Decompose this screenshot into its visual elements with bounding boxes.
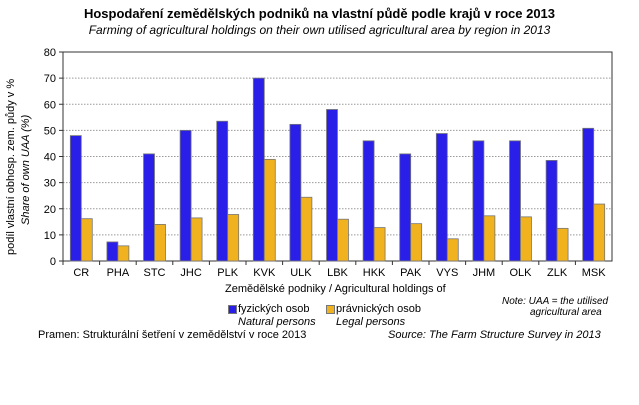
x-tick-label: PLK [217,267,238,279]
legend-label-natural: fyzických osob [238,303,310,315]
bar-MSK-natural [582,127,595,262]
legend-label-legal: právnických osob [336,303,421,315]
source-cz: Pramen: Strukturální šetření v zemědělst… [38,329,307,341]
bar-ZLK-natural [545,160,558,262]
bar-JHM-natural [472,140,485,262]
bar-LBK-legal [337,218,349,262]
chart-title: Hospodaření zemědělských podniků na vlas… [83,6,556,21]
bar-OLK-natural [509,140,521,262]
bar-ULK-natural [289,123,302,262]
bar-PLK-legal [227,214,240,262]
bar-PAK-legal [410,223,423,262]
source-en: Source: The Farm Structure Survey in 201… [388,329,601,341]
bar-PHA-natural [106,241,119,262]
bar-PHA-legal [117,245,130,262]
x-tick-label: STC [144,267,166,279]
bar-HKK-legal [373,227,386,262]
x-tick-label: PHA [107,267,130,279]
bar-KVK-legal [263,158,276,262]
x-axis-label: Zemědělské podniky / Agricultural holdin… [225,283,446,295]
note-2: agricultural area [530,307,602,318]
y-tick-label: 70 [44,73,56,85]
bar-VYS-legal [446,238,459,262]
x-tick-label: HKK [363,267,386,279]
x-tick-label: JHM [473,267,496,279]
y-tick-label: 10 [44,230,56,242]
bar-LBK-natural [326,109,338,262]
legend-swatch-natural [228,305,237,314]
y-tick-label: 30 [44,178,56,190]
x-tick-label: ZLK [547,267,568,279]
y-tick-label: 60 [44,99,56,111]
legend-swatch-legal [326,305,335,314]
bar-CR-legal [80,218,93,262]
bar-JHM-legal [483,215,496,262]
x-tick-label: MSK [582,267,607,279]
y-tick-label: 50 [44,125,56,137]
bar-STC-legal [154,224,166,262]
y-tick-label: 40 [44,152,56,164]
y-axis-label-en: Share of own UAA (%) [20,114,32,225]
bar-ULK-legal [300,196,313,262]
bar-KVK-natural [252,77,265,262]
bar-MSK-legal [593,203,606,262]
bar-CR-natural [69,135,82,262]
bar-STC-natural [143,153,155,262]
y-tick-label: 0 [50,256,56,268]
y-tick-label: 20 [44,204,56,216]
x-tick-label: PAK [400,267,422,279]
x-tick-label: KVK [253,267,276,279]
note: Note: UAA = the utilised [502,296,609,307]
bar-HKK-natural [362,140,375,262]
y-tick-label: 80 [44,47,56,59]
x-tick-label: ULK [290,267,312,279]
x-tick-label: LBK [327,267,348,279]
legend-label-legal-en: Legal persons [336,316,406,328]
bar-PLK-natural [216,120,229,262]
chart-subtitle: Farming of agricultural holdings on thei… [88,23,551,37]
bar-PAK-natural [399,153,412,262]
x-tick-label: JHC [180,267,201,279]
x-tick-label: OLK [509,267,532,279]
bar-JHC-legal [190,217,203,262]
bar-JHC-natural [179,129,192,262]
x-tick-label: VYS [436,267,458,279]
y-axis-label: podíl vlastní obhosp. zem. půdy v % [5,78,17,255]
x-tick-label: CR [73,267,89,279]
legend-label-natural-en: Natural persons [238,316,316,328]
bar-OLK-legal [520,216,532,262]
bar-ZLK-legal [556,227,569,262]
bar-VYS-natural [435,133,448,262]
